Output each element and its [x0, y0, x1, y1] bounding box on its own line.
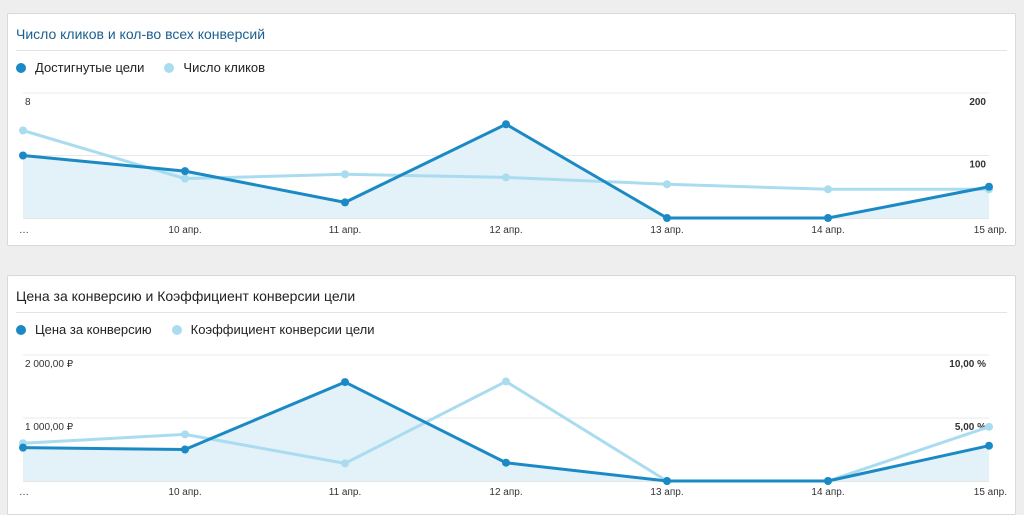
legend-dot-dark [16, 62, 26, 73]
series-area [23, 382, 989, 481]
line-chart-conversion: 2 000,00 ₽ 1 000,00 ₽ 10,00 % 5,00 % … 10 апр… [19, 354, 1007, 498]
chart-panel-conversion-cost: Цена за конверсию и Коэффициент конверси… [7, 275, 1016, 515]
series-point-dark [663, 214, 671, 222]
legend: Цена за конверсию Коэффициент конверсии … [16, 322, 394, 337]
series-point-dark [502, 458, 510, 467]
series-point-dark [663, 477, 671, 485]
series-point-dark [19, 443, 27, 452]
x-tick-label: 10 апр. [168, 487, 201, 498]
x-tick-label: 11 апр. [329, 487, 361, 498]
series-point-light [985, 422, 993, 431]
legend-label: Число кликов [183, 60, 266, 75]
legend-dot-light [164, 62, 175, 73]
y-left-tick-label: 2 000,00 ₽ [25, 359, 74, 370]
y-left-tick-label: 8 [25, 97, 31, 108]
x-tick-label: 10 апр. [168, 225, 201, 236]
legend-label: Достигнутые цели [35, 60, 145, 75]
chart-title: Число кликов и кол-во всех конверсий [16, 26, 266, 42]
x-tick-label: 12 апр. [489, 487, 522, 498]
legend-item-clicks[interactable]: Число кликов [164, 60, 265, 75]
chart-panel-clicks: Число кликов и кол-во всех конверсий Дос… [7, 13, 1016, 246]
legend-label: Коэффициент конверсии цели [190, 322, 375, 337]
series-point-light [502, 173, 510, 182]
series-point-light [824, 185, 832, 194]
legend-item-rate[interactable]: Коэффициент конверсии цели [171, 322, 375, 337]
chart-title: Цена за конверсию и Коэффициент конверси… [16, 288, 356, 304]
title-divider [16, 312, 1007, 313]
y-left-tick-label: 1 000,00 ₽ [25, 422, 74, 433]
series-point-light [341, 170, 349, 179]
series-point-dark [824, 214, 832, 222]
series-point-dark [824, 477, 832, 485]
series-point-dark [181, 167, 189, 176]
series-point-light [19, 126, 27, 135]
series-point-dark [502, 120, 510, 129]
series-point-dark [341, 378, 349, 387]
series-point-dark [985, 441, 993, 450]
x-tick-label: 11 апр. [329, 225, 361, 236]
legend-dot-light [171, 324, 182, 335]
x-tick-label: 13 апр. [650, 487, 683, 498]
series-point-dark [341, 198, 349, 207]
x-tick-label: 13 апр. [650, 225, 683, 236]
y-right-tick-label: 5,00 % [955, 422, 986, 433]
x-tick-label: 14 апр. [811, 487, 844, 498]
x-tick-label: … [19, 487, 29, 498]
x-tick-label: 15 апр. [974, 487, 1007, 498]
series-point-light [502, 377, 510, 386]
series-point-light [181, 174, 189, 183]
legend-item-cost[interactable]: Цена за конверсию [16, 322, 152, 337]
x-tick-label: 12 апр. [489, 225, 522, 236]
y-right-tick-label: 10,00 % [949, 359, 986, 370]
series-point-dark [19, 151, 27, 160]
x-tick-label: … [19, 225, 29, 236]
series-point-light [663, 180, 671, 189]
line-chart-clicks: 84200100…10 апр.11 апр.12 апр.13 апр.14 … [19, 92, 1007, 236]
legend: Достигнутые цели Число кликов [16, 60, 285, 75]
y-right-tick-label: 200 [969, 97, 986, 108]
title-divider [16, 50, 1007, 51]
x-tick-label: 14 апр. [811, 225, 844, 236]
series-point-light [181, 430, 189, 439]
legend-item-goals[interactable]: Достигнутые цели [16, 60, 144, 75]
y-right-tick-label: 100 [969, 160, 986, 171]
series-point-dark [181, 445, 189, 454]
x-tick-label: 15 апр. [974, 225, 1007, 236]
series-point-dark [985, 182, 993, 191]
legend-dot-dark [16, 324, 26, 335]
series-area [23, 124, 989, 218]
series-point-light [341, 459, 349, 468]
legend-label: Цена за конверсию [35, 322, 152, 337]
